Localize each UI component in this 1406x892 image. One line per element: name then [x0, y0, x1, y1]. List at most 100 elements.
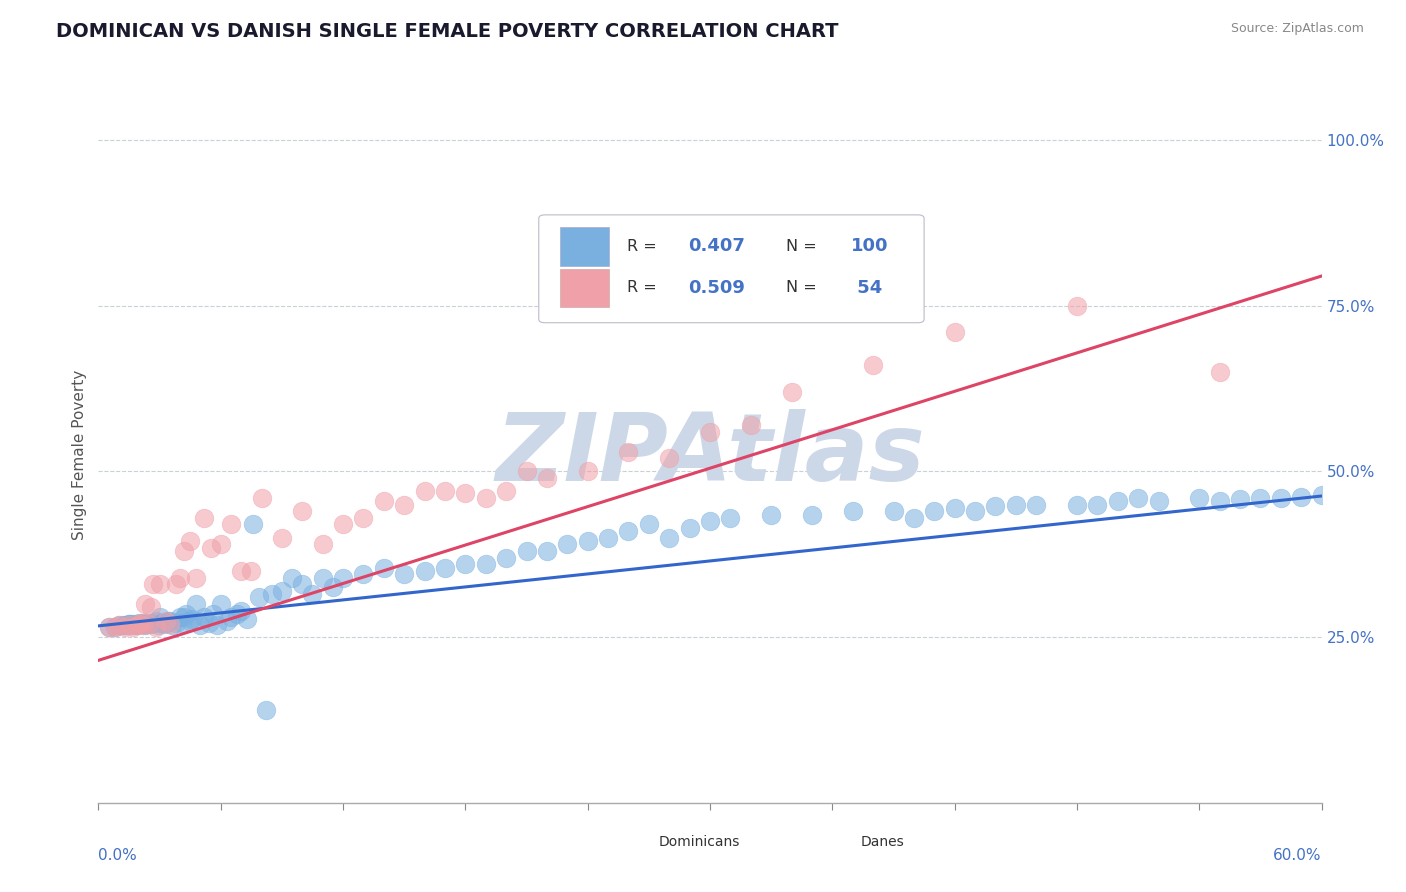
- Point: [1085, 498, 1108, 512]
- Point: [434, 484, 457, 499]
- Point: [149, 577, 172, 591]
- Point: [127, 618, 149, 632]
- Point: [169, 570, 191, 584]
- Text: 100: 100: [851, 237, 889, 255]
- Point: [219, 517, 242, 532]
- Point: [186, 597, 208, 611]
- Point: [169, 610, 191, 624]
- Point: [118, 616, 141, 631]
- Point: [555, 537, 579, 551]
- Point: [111, 618, 134, 632]
- FancyBboxPatch shape: [538, 215, 924, 323]
- Point: [236, 611, 259, 625]
- Point: [160, 618, 183, 632]
- Point: [122, 618, 145, 632]
- Text: Dominicans: Dominicans: [658, 836, 740, 849]
- Point: [1066, 498, 1088, 512]
- Point: [205, 618, 228, 632]
- Point: [132, 615, 155, 630]
- Point: [124, 616, 146, 631]
- Text: ZIPAtlas: ZIPAtlas: [495, 409, 925, 501]
- Text: 0.407: 0.407: [688, 237, 745, 255]
- Point: [883, 504, 905, 518]
- Point: [155, 615, 177, 630]
- Point: [699, 425, 721, 439]
- Point: [392, 498, 416, 512]
- Point: [146, 618, 169, 632]
- Text: 0.0%: 0.0%: [98, 848, 138, 863]
- Point: [761, 508, 783, 522]
- Point: [965, 504, 987, 518]
- Point: [291, 577, 314, 591]
- Point: [170, 615, 193, 630]
- Point: [718, 511, 742, 525]
- Point: [1066, 299, 1088, 313]
- Point: [392, 567, 416, 582]
- Point: [97, 620, 120, 634]
- Point: [943, 326, 966, 340]
- Point: [179, 534, 201, 549]
- Point: [165, 577, 187, 591]
- Text: Source: ZipAtlas.com: Source: ZipAtlas.com: [1230, 22, 1364, 36]
- Point: [516, 544, 538, 558]
- Point: [576, 465, 599, 479]
- Point: [128, 616, 150, 631]
- Point: [108, 618, 131, 632]
- Point: [413, 564, 436, 578]
- Y-axis label: Single Female Poverty: Single Female Poverty: [72, 370, 87, 540]
- Point: [373, 560, 395, 574]
- Point: [181, 611, 204, 625]
- Point: [260, 587, 283, 601]
- Point: [434, 560, 457, 574]
- Point: [352, 567, 374, 582]
- Point: [454, 485, 477, 500]
- Point: [242, 517, 264, 532]
- Point: [173, 610, 195, 624]
- Point: [1107, 494, 1129, 508]
- Point: [291, 504, 314, 518]
- Point: [1209, 494, 1232, 508]
- Point: [215, 614, 238, 628]
- Point: [1025, 498, 1047, 512]
- Point: [138, 615, 160, 630]
- Point: [1229, 492, 1251, 507]
- Point: [193, 610, 215, 624]
- Point: [658, 531, 681, 545]
- Point: [617, 444, 640, 458]
- Point: [145, 614, 167, 628]
- Point: [598, 531, 620, 545]
- Point: [226, 607, 249, 621]
- Point: [136, 616, 159, 631]
- Point: [352, 511, 374, 525]
- Point: [516, 465, 538, 479]
- Point: [943, 500, 966, 515]
- Point: [128, 615, 150, 630]
- Point: [134, 597, 156, 611]
- Point: [141, 600, 163, 615]
- Text: 0.509: 0.509: [688, 279, 745, 297]
- Point: [495, 484, 517, 499]
- Point: [142, 577, 165, 591]
- Point: [740, 418, 762, 433]
- Point: [322, 581, 344, 595]
- FancyBboxPatch shape: [814, 829, 851, 855]
- Point: [127, 618, 149, 632]
- Point: [1310, 488, 1333, 502]
- Point: [118, 618, 141, 632]
- Point: [1249, 491, 1271, 505]
- Point: [658, 451, 681, 466]
- Point: [617, 524, 640, 538]
- Text: Danes: Danes: [860, 836, 904, 849]
- Text: 54: 54: [851, 279, 882, 297]
- Point: [122, 620, 145, 634]
- Point: [193, 511, 215, 525]
- Point: [129, 616, 152, 631]
- Point: [104, 620, 127, 634]
- Point: [231, 564, 253, 578]
- Point: [174, 607, 197, 621]
- Point: [922, 504, 945, 518]
- Point: [454, 558, 477, 572]
- Point: [134, 618, 156, 632]
- FancyBboxPatch shape: [560, 227, 609, 266]
- Point: [120, 616, 142, 631]
